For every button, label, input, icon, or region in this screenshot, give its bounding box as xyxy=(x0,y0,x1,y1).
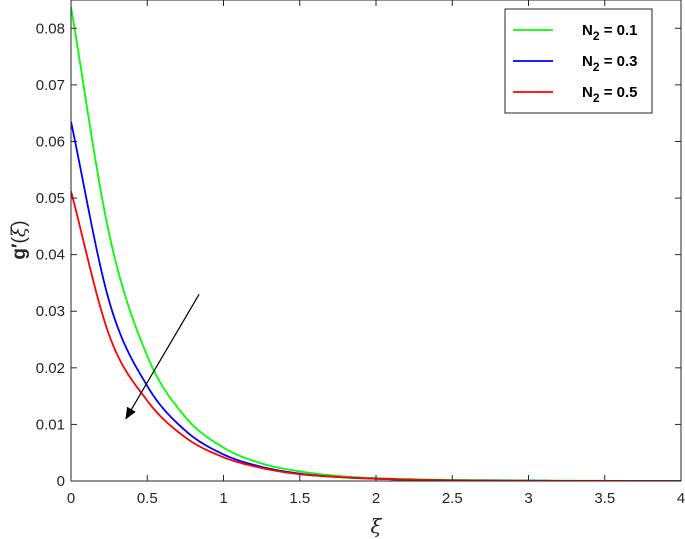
x-axis-label: ξ xyxy=(370,514,382,538)
legend-label-2: N2 = 0.3 xyxy=(582,53,637,74)
y-tick-label: 0 xyxy=(57,473,65,490)
x-tick-label: 3 xyxy=(524,490,532,507)
x-tick-label: 0 xyxy=(67,490,75,507)
x-tick-label: 1.5 xyxy=(289,490,310,507)
x-tick-label: 2.5 xyxy=(442,490,463,507)
x-tick-label: 3.5 xyxy=(594,490,615,507)
y-tick-label: 0.06 xyxy=(36,133,65,150)
y-axis-label: g′(ξ) xyxy=(8,220,30,259)
x-tick-label: 0.5 xyxy=(137,490,158,507)
legend: N2 = 0.1 N2 = 0.3 N2 = 0.5 xyxy=(504,8,653,114)
trend-arrow xyxy=(125,293,200,420)
y-tick-label: 0.07 xyxy=(36,77,65,94)
y-tick-label: 0.04 xyxy=(36,247,65,264)
x-tick-label: 4 xyxy=(677,490,685,507)
x-tick-label: 2 xyxy=(372,490,380,507)
y-tick-label: 0.01 xyxy=(36,416,65,433)
y-tick-label: 0.02 xyxy=(36,360,65,377)
y-axis: 0 0.01 0.02 0.03 0.04 0.05 0.06 0.07 0.08 xyxy=(36,20,681,490)
legend-label-1: N2 = 0.1 xyxy=(582,22,637,43)
y-tick-label: 0.03 xyxy=(36,303,65,320)
x-axis: 0 0.5 1 1.5 2 2.5 3 3.5 4 xyxy=(67,0,685,507)
legend-label-3: N2 = 0.5 xyxy=(582,84,637,105)
y-tick-label: 0.05 xyxy=(36,190,65,207)
x-tick-label: 1 xyxy=(219,490,227,507)
y-tick-label: 0.08 xyxy=(36,20,65,37)
